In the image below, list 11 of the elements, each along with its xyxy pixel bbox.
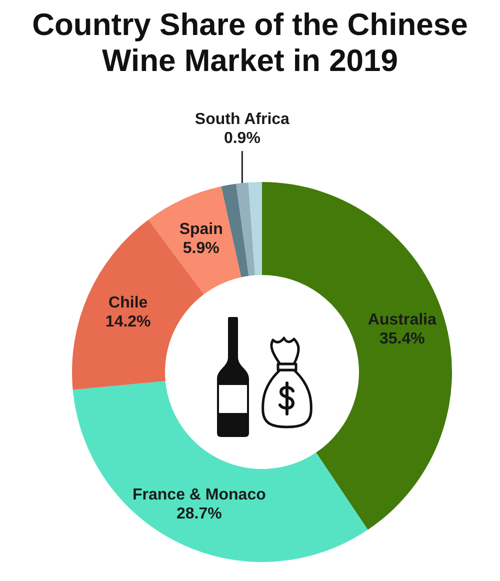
data-label: 28.7%	[176, 505, 222, 522]
data-label: 0.9%	[224, 130, 260, 148]
slice-label: Spain	[179, 220, 223, 238]
slice-label: Chile	[108, 294, 148, 312]
slice-label: Australia	[368, 311, 436, 328]
slice-label: South Africa	[194, 111, 290, 128]
data-label: 14.2%	[105, 314, 151, 331]
slice-label: France & Monaco	[132, 486, 266, 504]
data-label: 35.4%	[379, 330, 425, 348]
chart-title: Country Share of the Chinese Wine Market in 2019	[31, 7, 469, 79]
data-label: 5.9%	[182, 240, 220, 257]
